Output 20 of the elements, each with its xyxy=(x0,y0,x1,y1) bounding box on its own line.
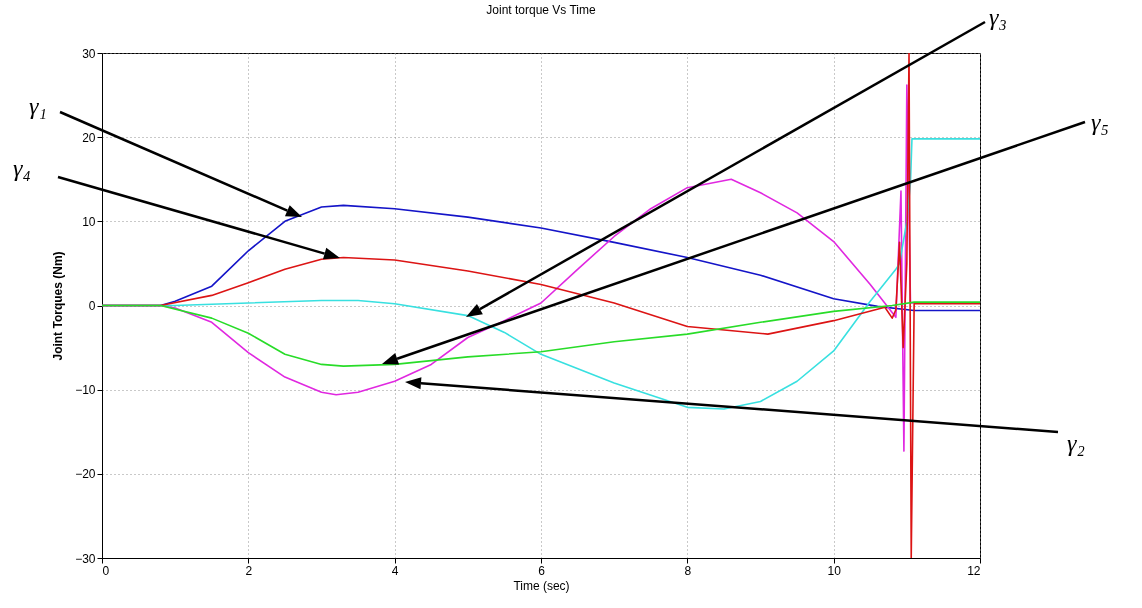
text: γ₃ xyxy=(989,4,1007,30)
y-tick-label: 30 xyxy=(82,46,96,61)
text: γ₅ xyxy=(1091,109,1109,135)
x-axis-title: Time (sec) xyxy=(513,578,570,593)
y-tick-label: −20 xyxy=(75,467,96,482)
y-tick-label: −10 xyxy=(75,383,96,398)
x-tick-label: 0 xyxy=(102,563,110,578)
x-tick-label: 6 xyxy=(538,563,546,578)
y-axis-title: Joint Torques (Nm) xyxy=(51,251,66,361)
x-tick-label: 10 xyxy=(827,563,842,578)
y-tick-label: 0 xyxy=(88,299,96,313)
y-tick-label: −30 xyxy=(75,551,96,566)
x-tick-label: 8 xyxy=(684,563,692,578)
chart-title: Joint torque Vs Time xyxy=(486,3,597,17)
x-tick-label: 12 xyxy=(967,563,981,578)
x-tick-label: 2 xyxy=(245,563,253,578)
y-tick-label: 10 xyxy=(82,214,96,229)
y-tick-label: 20 xyxy=(82,130,96,145)
line-series xyxy=(102,301,980,367)
x-tick-label: 4 xyxy=(391,563,399,578)
